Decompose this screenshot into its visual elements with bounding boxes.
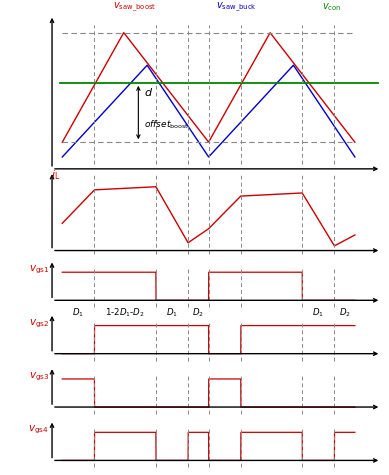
Text: $v_{\rm con}$: $v_{\rm con}$	[322, 1, 341, 12]
Text: $v_{\rm gs4}$: $v_{\rm gs4}$	[28, 424, 49, 437]
Text: $1\text{-}2D_1\text{-}D_2$: $1\text{-}2D_1\text{-}D_2$	[105, 307, 145, 319]
Text: $D_1$: $D_1$	[166, 307, 178, 319]
Text: $d$: $d$	[144, 86, 153, 98]
Text: $v_{\rm saw\_buck}$: $v_{\rm saw\_buck}$	[216, 1, 257, 14]
Text: $D_1$: $D_1$	[312, 307, 324, 319]
Text: $v_{\rm gs3}$: $v_{\rm gs3}$	[28, 370, 49, 383]
Text: $\mathit{offset}_{\rm boost}$: $\mathit{offset}_{\rm boost}$	[144, 118, 189, 131]
Text: $D_1$: $D_1$	[72, 307, 84, 319]
Text: $v_{\rm gs2}$: $v_{\rm gs2}$	[29, 317, 49, 330]
Text: $D_2$: $D_2$	[339, 307, 350, 319]
Text: $D_2$: $D_2$	[193, 307, 204, 319]
Text: $v_{\rm saw\_boost}$: $v_{\rm saw\_boost}$	[113, 1, 157, 14]
Text: $i_{\rm L}$: $i_{\rm L}$	[51, 168, 61, 182]
Text: $v_{\rm gs1}$: $v_{\rm gs1}$	[28, 264, 49, 276]
